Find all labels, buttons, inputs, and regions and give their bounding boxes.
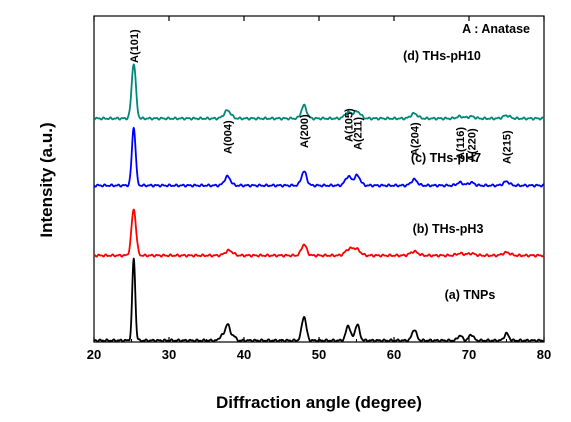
series-line — [93, 126, 545, 188]
x-tick-label: 80 — [537, 347, 551, 362]
peak-labels: A(101) A(004) A(200) A(105)A(211) A(204) A(11… — [129, 29, 514, 164]
legend-note: A : Anatase — [462, 22, 530, 36]
peak-label: A(200) — [299, 114, 311, 148]
peak-label: A(215) — [502, 130, 514, 164]
series-label: (d) THs-pH10 — [403, 49, 481, 63]
peak-label: A(204) — [409, 122, 421, 156]
peak-label: A(105) — [343, 108, 355, 142]
peak-label: A(116) — [455, 127, 467, 160]
peak-label: A(211) — [352, 117, 364, 150]
peak-label: A(004) — [223, 120, 235, 154]
x-tick-label: 60 — [387, 347, 401, 362]
series-label: (a) TNPs — [445, 288, 496, 302]
x-tick-label: 50 — [312, 347, 326, 362]
x-tick-label: 70 — [462, 347, 476, 362]
series-layer — [93, 63, 545, 343]
peak-label: A(220) — [466, 128, 478, 162]
y-axis-title: Intensity (a.u.) — [37, 122, 56, 237]
series-label: (c) THs-pH7 — [411, 151, 481, 165]
series-line — [93, 208, 545, 258]
series-line — [93, 257, 545, 343]
series-label: (b) THs-pH3 — [413, 222, 484, 236]
x-tick-label: 40 — [237, 347, 251, 362]
series-line — [93, 63, 545, 121]
x-axis-title: Diffraction angle (degree) — [216, 393, 422, 412]
series-labels: (a) TNPs (b) THs-pH3 (c) THs-pH7 (d) THs-pH… — [403, 49, 495, 302]
x-tick-label: 20 — [87, 347, 101, 362]
x-axis-ticks: 20 30 40 50 60 70 80 — [87, 16, 551, 362]
peak-label: A(101) — [129, 29, 141, 63]
x-tick-label: 30 — [162, 347, 176, 362]
